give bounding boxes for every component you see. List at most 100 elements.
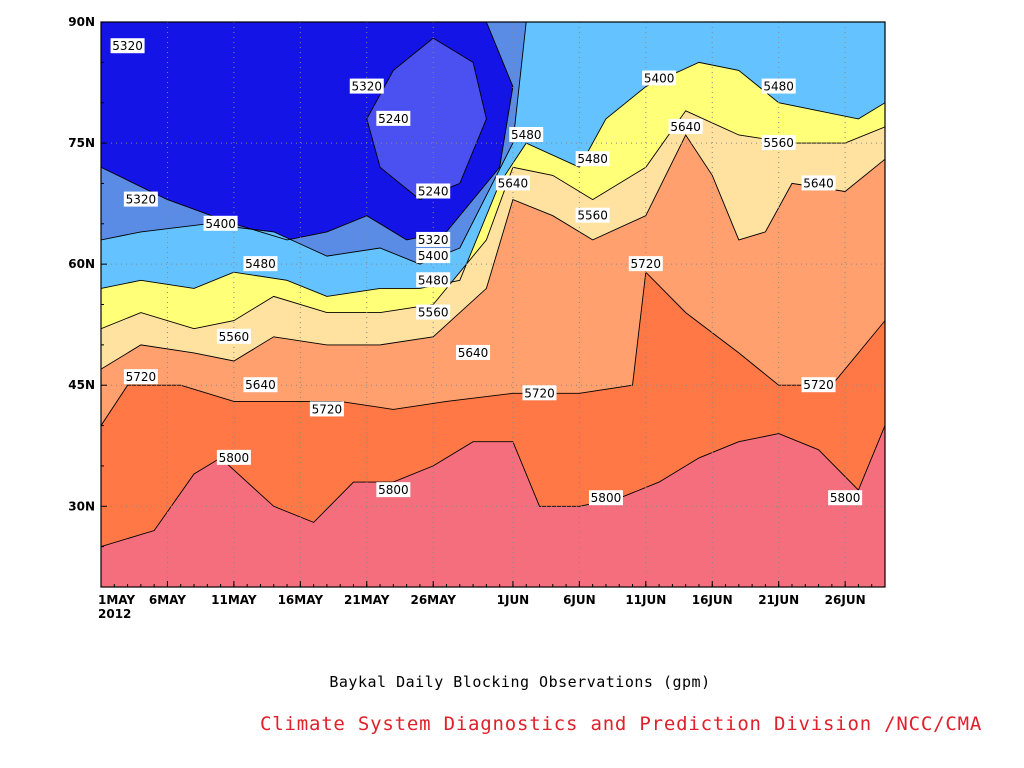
contour-label-box [828,490,863,506]
contour-label: 5240 [416,183,451,199]
contour-label-text: 5480 [418,273,449,287]
contour-label: 5480 [509,127,544,142]
contour-band-5240 [366,38,487,200]
contour-label-text: 5720 [312,402,343,416]
contour-line-5480 [101,61,885,297]
chart-caption: Baykal Daily Blocking Observations (gpm) [329,673,711,691]
contour-label-box [761,135,796,151]
contour-label: 5640 [456,344,491,360]
x-axis-ticks: 1MAY 6MAY 11MAY 16MAY 21MAY 26MAY 1JUN 6JUN 11JU… [98,581,886,607]
contour-label-box [416,304,451,320]
contour-label-text: 5640 [803,176,834,190]
contour-label-box [801,377,836,393]
contour-label-box [376,482,411,498]
x-tick-label: 1JUN [497,593,530,607]
x-tick-label: 26JUN [825,593,866,607]
contour-label: 5800 [588,490,623,506]
contour-label: 5560 [416,304,451,320]
contour-label: 5560 [216,328,251,344]
y-tick-label: 45N [68,378,95,392]
contour-labels: 5320 5320 5240 5240 5320 5400 5480 5320 5400 5480… [110,38,863,506]
x-tick-label: 16JUN [692,593,733,607]
contour-line-5560 [101,110,885,330]
contour-label-text: 5400 [205,217,236,231]
contour-label-box [456,344,491,360]
contour-label-text: 5320 [126,193,157,207]
contour-label: 5320 [416,231,451,247]
contour-label-box [522,385,557,401]
contour-label-box [642,70,677,86]
contour-label-text: 5480 [763,80,794,94]
contour-label-text: 5400 [644,72,675,86]
contour-label-box [509,127,544,142]
contour-label-box [575,207,610,223]
contour-label-box [216,449,251,465]
contour-label-text: 5800 [219,451,250,465]
contour-label: 5720 [522,385,557,401]
contour-label-box [588,490,623,506]
contour-label: 5720 [801,377,836,393]
contour-label-text: 5720 [803,378,834,392]
contour-band-5800 [101,425,885,587]
contour-label-box [416,272,451,288]
contour-label-box [668,118,703,134]
contour-label: 5560 [761,135,796,151]
contour-label-text: 5640 [670,120,701,134]
contour-label-box [495,175,530,191]
x-tick-label: 21JUN [758,593,799,607]
contour-label: 5640 [801,175,836,191]
x-tick-label: 26MAY [410,593,456,607]
contour-label-text: 5560 [219,330,250,344]
contour-label: 5640 [668,118,703,134]
contour-label-box [416,248,451,264]
contour-label: 5320 [123,191,158,207]
x-tick-label: 1MAY [98,593,135,607]
contour-label-box [123,191,158,207]
y-tick-label: 75N [68,136,95,150]
contour-label: 5720 [309,401,344,417]
contour-label-box [416,231,451,247]
contour-label: 5480 [243,256,278,272]
contour-label: 5400 [203,215,238,231]
contour-label: 5400 [642,70,677,86]
contour-label-text: 5800 [378,483,409,497]
contour-label: 5320 [110,38,145,54]
contour-label: 5720 [123,369,158,385]
contour-label: 5800 [828,490,863,506]
contour-label-text: 5320 [112,39,143,53]
contour-line-5320 [101,22,514,241]
grid-lines [101,22,885,587]
y-axis-ticks: 30N 45N 60N 75N 90N [68,15,107,588]
contour-label-box [216,328,251,344]
contour-label: 5400 [416,248,451,264]
contour-label-text: 5240 [378,112,409,126]
contour-bands [101,22,885,587]
contour-label: 5240 [376,110,411,126]
contour-label-box [761,78,796,94]
contour-label-box [801,175,836,191]
contour-label-text: 5800 [830,491,861,505]
contour-line-5800 [101,425,885,548]
contour-line-5400 [101,22,527,265]
contour-label-text: 5480 [245,257,276,271]
x-tick-label: 11JUN [625,593,666,607]
contour-label-text: 5640 [245,378,276,392]
contour-label-text: 5720 [524,386,555,400]
contour-label: 5320 [349,78,384,94]
y-tick-label: 90N [68,15,95,29]
contour-label-text: 5720 [631,257,662,271]
contour-label: 5640 [495,175,530,191]
contour-label-box [628,256,663,272]
credit-line: Climate System Diagnostics and Predictio… [260,713,983,735]
contour-lines [101,22,885,548]
contour-line-5240 [366,37,487,201]
x-tick-label: 16MAY [278,593,324,607]
contour-label-box [349,78,384,94]
x-tick-label: 21MAY [344,593,390,607]
x-axis-year-label: 2012 [98,607,131,621]
contour-label: 5800 [216,449,251,465]
contour-label-text: 5240 [418,185,449,199]
contour-label-box [309,401,344,417]
contour-label-text: 5320 [351,80,382,94]
